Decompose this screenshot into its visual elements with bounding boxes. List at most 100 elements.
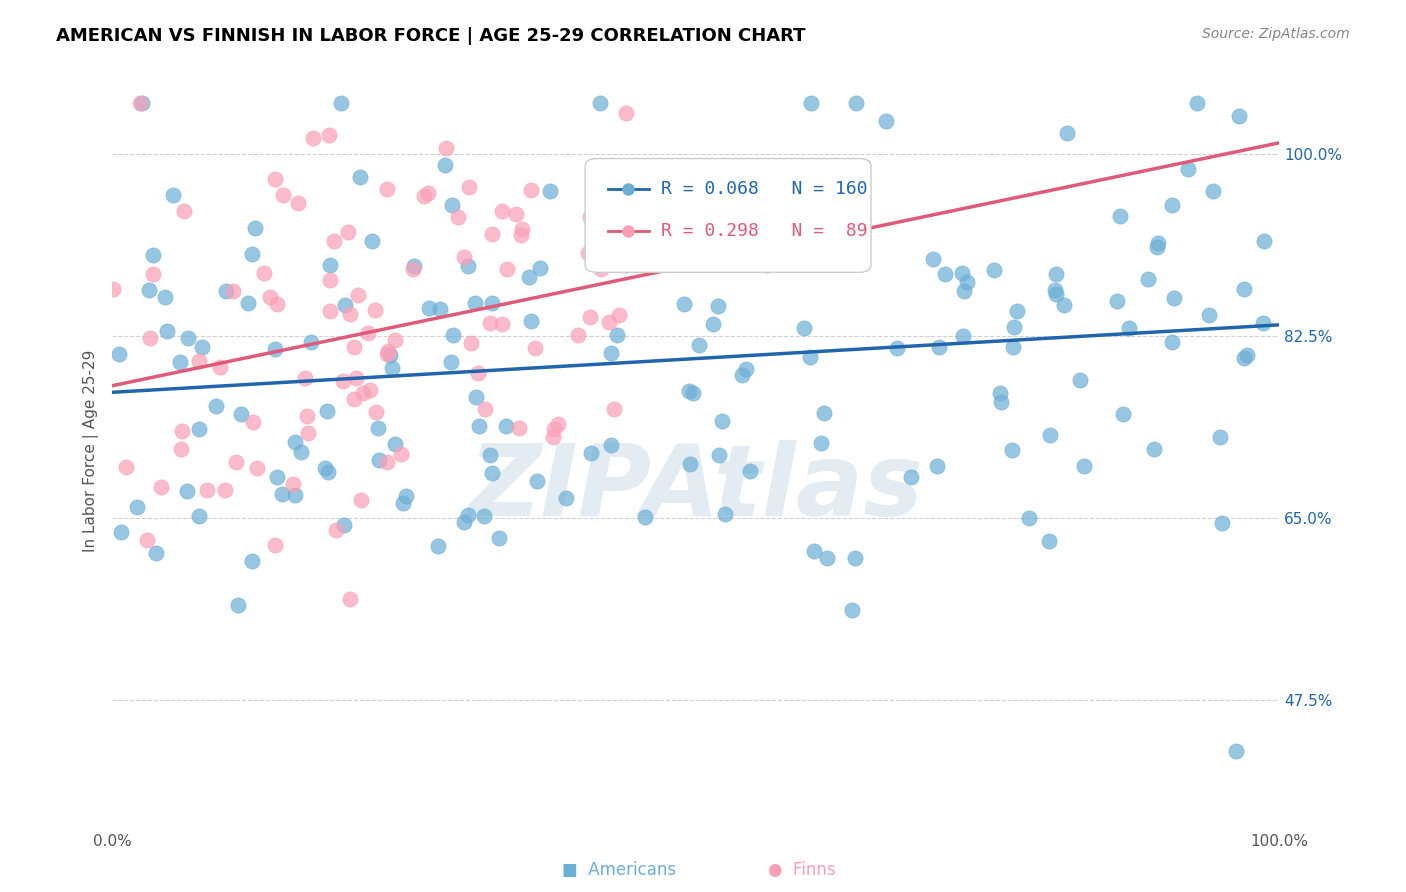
Point (129, 95, 152, 110)
Point (240, 247, 263, 261)
Point (283, 487, 305, 501)
Point (803, 544, 825, 558)
Point (1198, 308, 1220, 322)
Point (1233, 282, 1256, 296)
Point (578, 245, 600, 260)
Point (702, 317, 724, 331)
Point (416, 186, 439, 200)
Point (434, 140, 457, 154)
Point (1043, 283, 1066, 297)
Point (333, 518, 356, 533)
Point (263, 538, 285, 552)
Point (1112, 407, 1135, 421)
Point (678, 384, 700, 399)
Point (360, 234, 382, 248)
Point (875, 114, 897, 128)
Point (319, 303, 342, 318)
Point (1045, 286, 1067, 301)
Point (359, 383, 381, 397)
Point (392, 496, 415, 510)
Point (679, 457, 702, 471)
Point (1118, 320, 1140, 334)
Point (1253, 234, 1275, 248)
Point (990, 395, 1012, 409)
Point (714, 507, 737, 521)
Point (707, 299, 730, 313)
Point (316, 465, 339, 479)
Point (1136, 272, 1159, 286)
Point (384, 436, 406, 450)
Point (600, 225, 623, 239)
Point (214, 483, 236, 497)
Point (682, 386, 704, 401)
Point (495, 419, 517, 434)
Point (229, 407, 252, 421)
Point (243, 221, 266, 235)
Text: ZIPAtlas: ZIPAtlas (468, 440, 924, 537)
Point (364, 303, 387, 318)
Point (318, 128, 340, 143)
Point (1211, 516, 1233, 530)
Point (426, 540, 449, 554)
Point (242, 415, 264, 429)
Y-axis label: In Labor Force | Age 25-29: In Labor Force | Age 25-29 (83, 350, 98, 551)
Point (1209, 430, 1232, 444)
Text: R = 0.298   N =  89: R = 0.298 N = 89 (661, 221, 868, 240)
Point (983, 262, 1005, 277)
Point (297, 426, 319, 441)
Point (173, 203, 195, 218)
Point (799, 350, 821, 364)
Point (458, 180, 481, 194)
Point (142, 248, 165, 262)
Point (1147, 235, 1170, 250)
Point (236, 295, 259, 310)
Point (290, 445, 312, 459)
Point (606, 328, 628, 343)
Point (526, 474, 548, 488)
Point (845, 95, 868, 110)
Point (266, 297, 288, 311)
Point (547, 417, 569, 432)
Point (1233, 351, 1256, 365)
Point (263, 172, 285, 186)
Point (162, 188, 184, 202)
Text: Source: ZipAtlas.com: Source: ZipAtlas.com (1202, 27, 1350, 41)
Point (314, 461, 336, 475)
Point (1251, 316, 1274, 330)
Point (1056, 126, 1078, 140)
Point (1163, 292, 1185, 306)
Point (266, 470, 288, 484)
Point (169, 355, 191, 369)
Point (472, 508, 495, 523)
Point (228, 598, 250, 612)
Point (108, 347, 131, 361)
Point (433, 158, 456, 172)
Point (142, 267, 165, 281)
Point (844, 551, 866, 566)
Point (740, 464, 762, 478)
Point (222, 285, 245, 299)
Text: ●  Finns: ● Finns (768, 861, 835, 879)
Point (478, 448, 501, 462)
Point (145, 546, 167, 560)
Point (439, 355, 461, 369)
Point (156, 325, 179, 339)
Point (253, 266, 276, 280)
Point (441, 198, 464, 212)
Point (441, 328, 464, 343)
Point (138, 283, 160, 297)
Point (389, 447, 412, 461)
Point (956, 275, 979, 289)
Point (139, 331, 162, 345)
Point (347, 287, 370, 301)
Text: ■  Americans: ■ Americans (561, 861, 676, 879)
Point (510, 222, 533, 236)
Point (695, 219, 717, 233)
Point (404, 259, 426, 273)
Point (1001, 339, 1024, 353)
Point (342, 392, 364, 406)
Point (395, 489, 418, 503)
Point (172, 424, 194, 438)
Point (294, 371, 316, 385)
Point (375, 347, 398, 361)
